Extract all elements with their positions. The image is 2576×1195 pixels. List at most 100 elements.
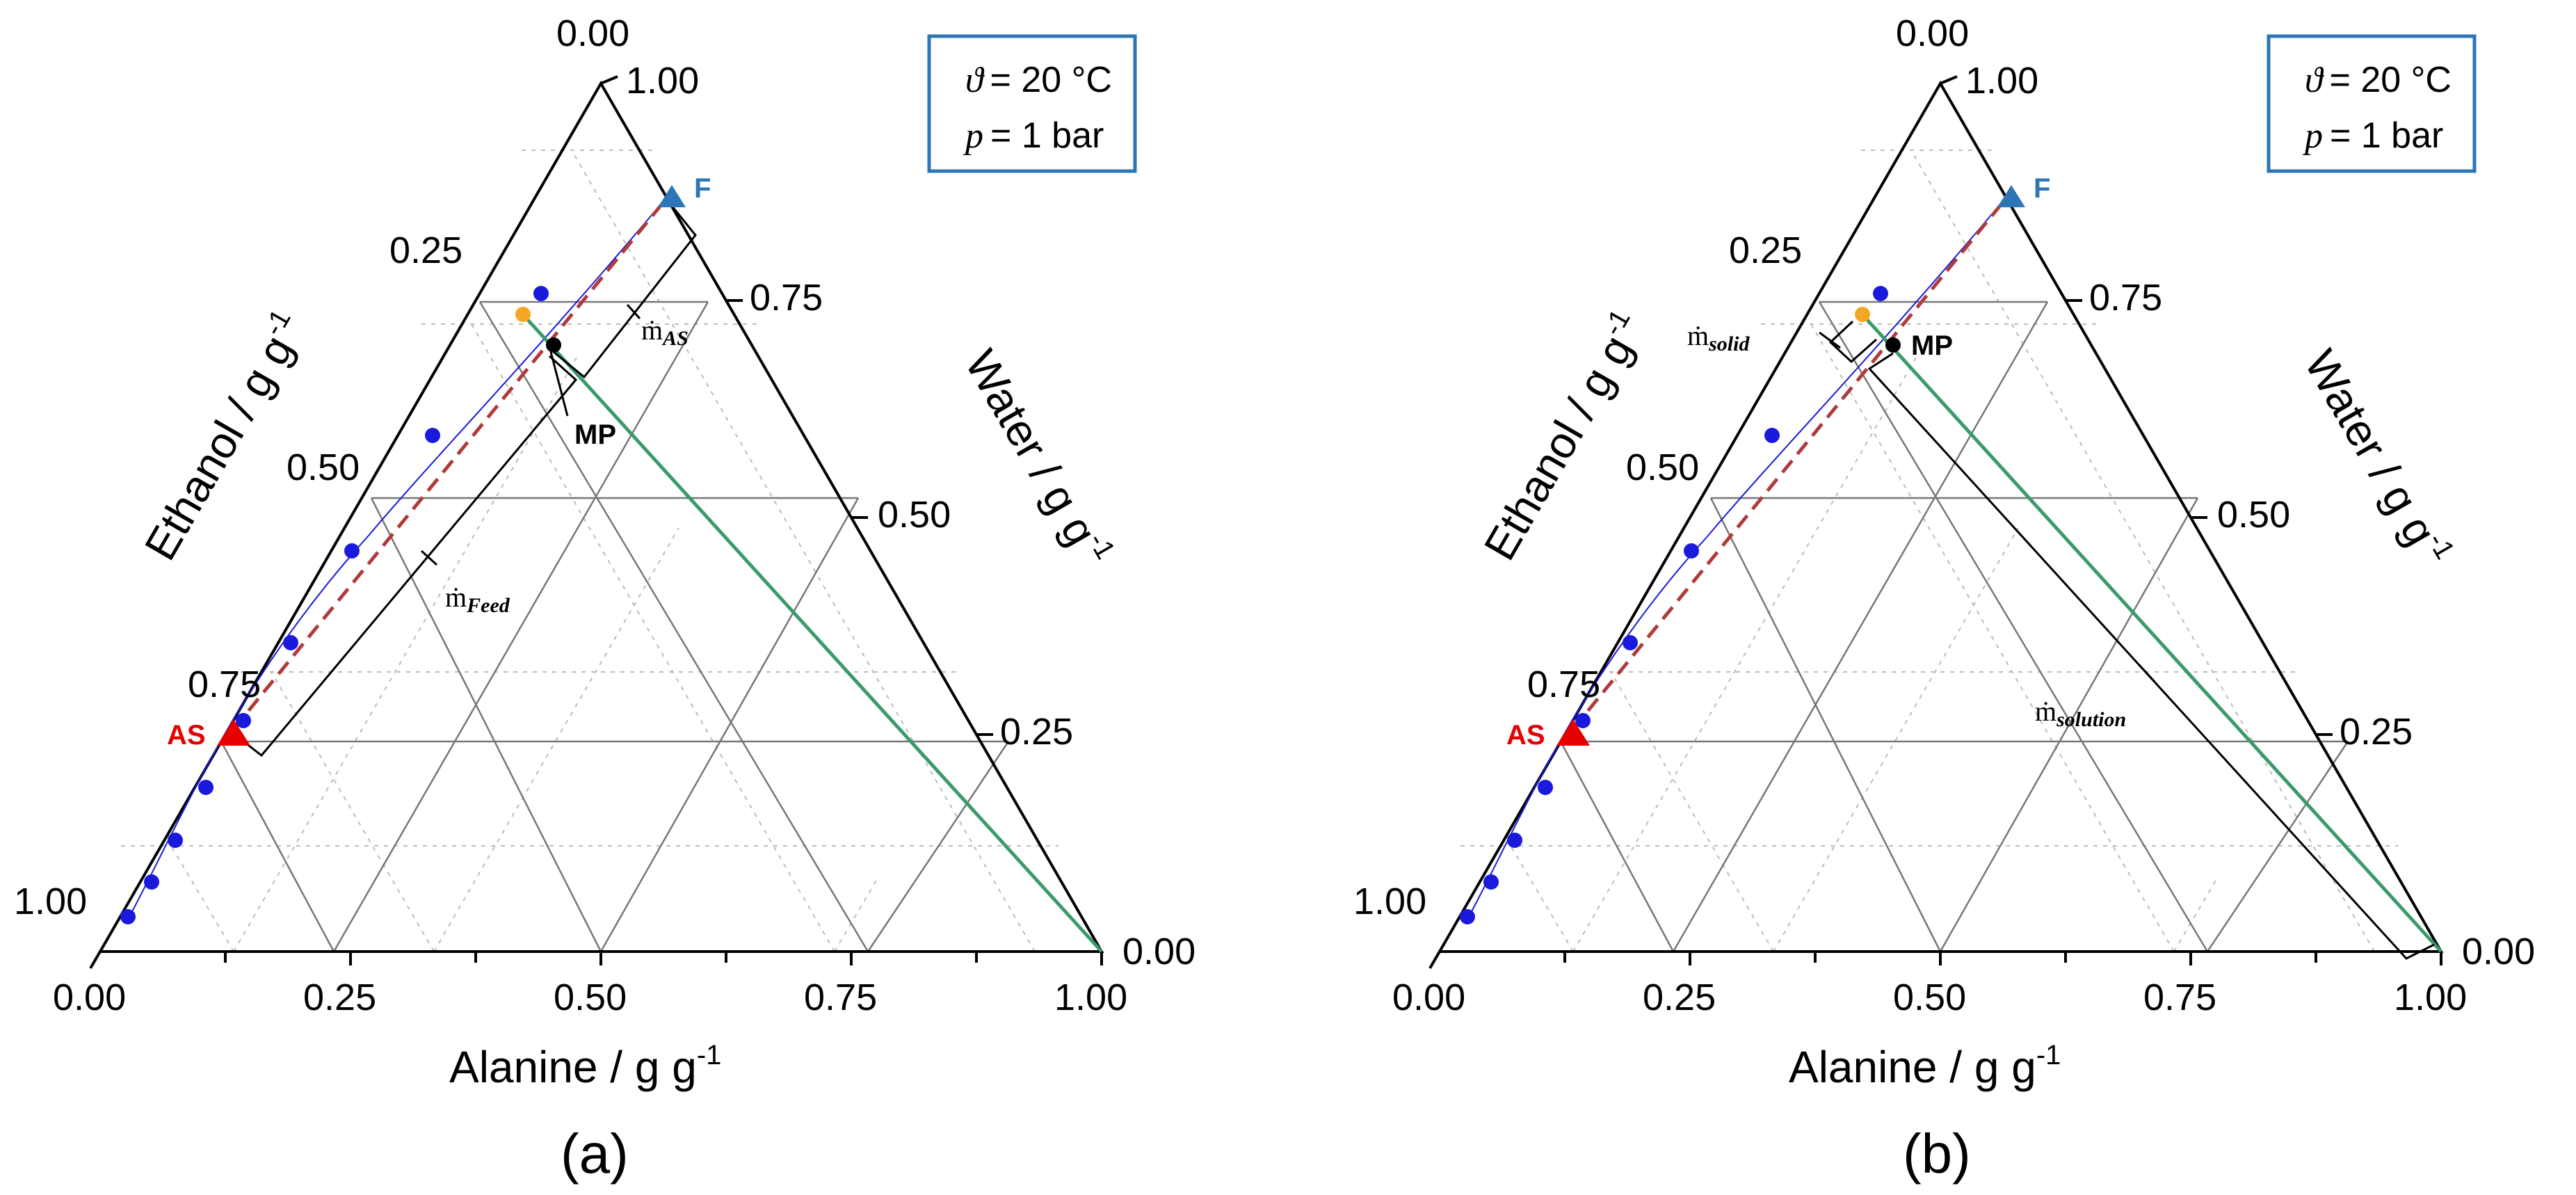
tick-b4-b: 1.00 [2394,977,2467,1018]
solubility-curve-b [1468,195,2008,917]
water-axis-title-a: Water / g g-1 [956,341,1121,575]
tick-marks-b [1428,75,2442,970]
feed-marker [658,185,686,207]
triangle-frame [97,80,1104,953]
tick-l4: 1.00 [14,881,87,922]
flow-as-sub: AS [661,327,689,350]
alanine-exp-b: -1 [2036,1040,2061,1070]
flow-as-main: ṁ [641,314,663,346]
solubility-points [120,286,549,924]
tick-b3-b: 0.75 [2143,977,2216,1018]
tick-r2-b: 0.50 [2217,494,2290,536]
flow-label-feed: ṁFeed [445,582,510,617]
tick-b2-b: 0.50 [1893,977,1966,1018]
water-title-text: Water / g g [956,342,1107,554]
minor-grid-b [1460,150,2398,952]
pressure-value-b: = 1 bar [2330,115,2443,156]
feed-marker-b [1997,185,2025,207]
temp-value-b: = 20 °C [2330,60,2452,100]
ethanol-title-text-b: Ethanol / g g [1474,327,1643,568]
bottom-tick-labels-a: 0.00 0.25 0.50 0.75 1.00 [53,977,1127,1018]
feed-label: F [694,173,711,204]
temp-symbol: ϑ [965,61,985,100]
water-axis-title-b: Water / g g-1 [2295,341,2461,575]
panel-label-b: (b) [1903,1123,1971,1185]
left-tick-labels-a: 0.00 0.25 0.50 0.75 1.00 [14,13,629,922]
tick-l4-b: 1.00 [1353,881,1426,922]
tick-b0: 0.00 [53,977,126,1018]
right-tick-labels-a: 1.00 0.75 0.50 0.25 0.00 [626,60,1196,972]
antisolvent-marker-b [1556,719,1590,746]
tick-r0: 1.00 [626,60,699,102]
tie-line [520,312,1103,953]
flow-feed-sub: Feed [466,594,510,617]
pressure-value: = 1 bar [990,115,1104,156]
tick-l3-b: 0.75 [1527,664,1600,705]
orange-point [515,307,531,322]
tick-b4: 1.00 [1054,977,1127,1018]
flow-solution-main: ṁ [2035,696,2056,727]
right-tick-labels-b: 1.00 0.75 0.50 0.25 0.00 [1965,60,2535,972]
tick-b2: 0.50 [554,977,627,1018]
alanine-exp: -1 [697,1040,722,1070]
tick-l3: 0.75 [188,664,261,705]
tick-marks [89,75,1103,970]
pressure-symbol: p [963,116,983,156]
minor-grid [121,150,1058,952]
panel-a: F AS MP ṁAS ṁFeed 0.00 0.25 0.50 0.75 1.… [14,13,1196,1185]
flow-label-solution: ṁsolution [2035,696,2126,731]
mixing-point-label-b: MP [1911,330,1953,361]
tie-line-b [1860,312,2442,953]
bracket-feed [236,355,578,757]
major-grid [220,300,1010,952]
flow-label-as: ṁAS [641,314,689,350]
tick-r1-b: 0.75 [2089,277,2162,319]
tick-r3: 0.25 [1000,711,1073,753]
alanine-axis-title-b: Alanine / g g-1 [1789,1040,2061,1092]
temperature-line-b: ϑ = 20 °C [2305,60,2452,100]
tick-b0-b: 0.00 [1392,977,1465,1018]
ethanol-axis-title-a: Ethanol / g g-1 [133,304,315,568]
solubility-points-b [1460,286,1888,924]
pressure-line-b: p = 1 bar [2302,115,2443,156]
bottom-tick-labels-b: 0.00 0.25 0.50 0.75 1.00 [1392,977,2467,1018]
tick-b1-b: 0.25 [1643,977,1716,1018]
dashed-mixing-line [232,191,673,730]
mixing-point-label: MP [574,419,616,450]
alanine-title-text-b: Alanine / g g [1789,1042,2036,1092]
flow-label-solid: ṁsolid [1687,320,1750,355]
panel-label-a: (a) [561,1123,629,1185]
tick-b1: 0.25 [303,977,376,1018]
flow-solid-sub: solid [1708,332,1750,355]
bracket-as [553,205,697,379]
temperature-line-a: ϑ = 20 °C [965,60,1112,100]
tick-l2-b: 0.50 [1626,447,1699,488]
ethanol-title-text: Ethanol / g g [135,327,303,568]
tick-r2: 0.50 [878,494,951,536]
conditions-box-b [2267,34,2477,173]
orange-point-b [1855,307,1870,322]
solubility-curve [129,195,668,917]
flow-solution-sub: solution [2056,708,2126,731]
tick-r4-b: 0.00 [2462,931,2535,972]
mixing-point-marker [546,337,561,353]
triangle-frame-b [1437,80,2444,953]
ethanol-axis-title-b: Ethanol / g g-1 [1472,304,1655,568]
tick-l0: 0.00 [556,13,629,54]
pressure-symbol-b: p [2302,116,2323,156]
tick-r3-b: 0.25 [2340,711,2413,753]
tick-b3: 0.75 [804,977,877,1018]
flow-solid-main: ṁ [1687,320,1709,351]
alanine-axis-title-a: Alanine / g g-1 [449,1040,721,1092]
antisolvent-marker [217,719,250,746]
major-grid-b [1559,300,2349,952]
conditions-box-a [927,34,1137,173]
pressure-line-a: p = 1 bar [963,115,1104,156]
tick-l1: 0.25 [389,230,462,271]
left-tick-labels-b: 0.00 0.25 0.50 0.75 1.00 [1353,13,1969,922]
tick-r4: 0.00 [1122,931,1196,972]
water-title-text-b: Water / g g [2295,342,2447,554]
tick-l2: 0.50 [287,447,360,488]
